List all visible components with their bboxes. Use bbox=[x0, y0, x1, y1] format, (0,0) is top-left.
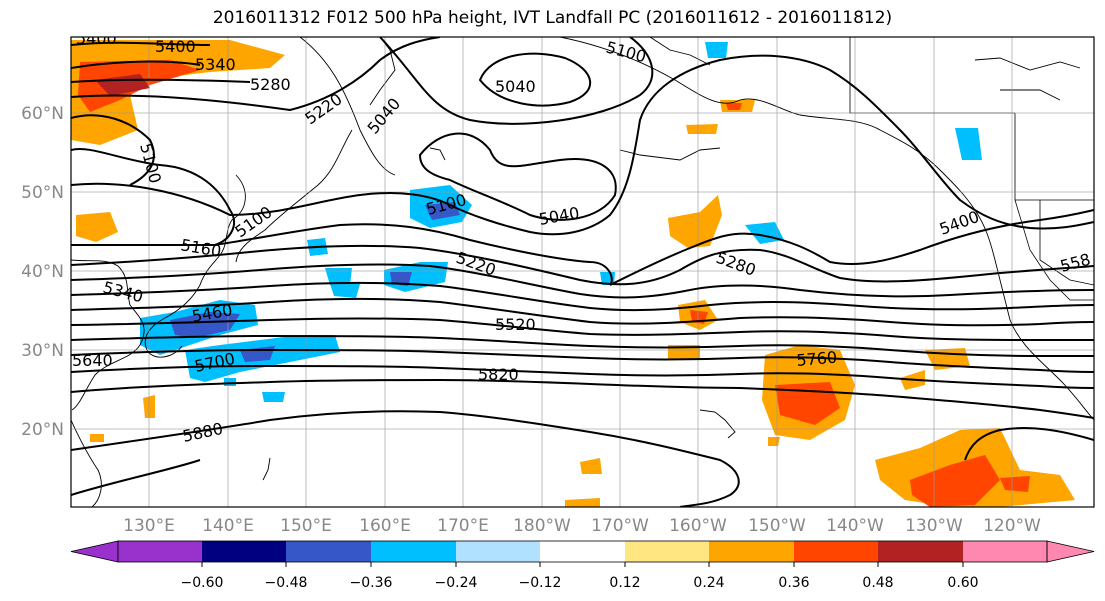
colorbar-segment bbox=[202, 541, 286, 562]
lon-label: 140°E bbox=[202, 516, 254, 536]
colorbar-tick-label: −0.24 bbox=[435, 575, 478, 591]
contour-label: 5760 bbox=[796, 348, 838, 370]
contour-label: 5640 bbox=[72, 351, 113, 370]
contour-label: 5040 bbox=[495, 77, 536, 96]
colorbar-border bbox=[117, 540, 1048, 563]
colorbar-tick-label: −0.60 bbox=[181, 575, 224, 591]
colorbar-segment bbox=[456, 541, 540, 562]
colorbar-segment bbox=[963, 541, 1047, 562]
lat-label: 20°N bbox=[21, 420, 64, 440]
colorbar-segment bbox=[709, 541, 794, 562]
lon-label: 150°W bbox=[748, 516, 806, 536]
longitude-labels: 130°E 140°E 150°E 160°E 170°E 180°W 170°… bbox=[123, 516, 1041, 536]
colorbar-segment bbox=[118, 541, 202, 562]
colorbar-segment bbox=[878, 541, 963, 562]
lon-label: 170°E bbox=[437, 516, 489, 536]
contour-label: 5520 bbox=[495, 315, 536, 334]
ivt-negative-anomalies bbox=[140, 42, 982, 402]
colorbar-tick-label: 0.60 bbox=[947, 575, 978, 591]
colorbar-tick-label: −0.36 bbox=[350, 575, 393, 591]
lon-label: 160°E bbox=[359, 516, 411, 536]
colorbar-tick-label: 0.36 bbox=[778, 575, 809, 591]
lat-label: 30°N bbox=[21, 341, 64, 361]
contour-label: 5820 bbox=[478, 365, 519, 384]
contour-label: 5400 bbox=[76, 29, 117, 48]
colorbar-tick-label: −0.12 bbox=[519, 575, 562, 591]
lon-label: 180°W bbox=[513, 516, 571, 536]
lat-label: 60°N bbox=[21, 104, 64, 124]
contour-label: 5280 bbox=[250, 75, 291, 94]
colorbar-segment bbox=[371, 541, 456, 562]
colorbar bbox=[70, 540, 1095, 567]
colorbar-extend-min bbox=[70, 540, 119, 563]
colorbar-tick-label: −0.48 bbox=[265, 575, 308, 591]
colorbar-tick-label: 0.12 bbox=[609, 575, 640, 591]
latitude-labels: 60°N 50°N 40°N 30°N 20°N bbox=[21, 104, 64, 440]
colorbar-extend-max bbox=[1046, 540, 1095, 563]
lon-label: 130°W bbox=[905, 516, 963, 536]
colorbar-segment bbox=[286, 541, 371, 562]
height-contours bbox=[71, 37, 1094, 507]
colorbar-tick-label: 0.48 bbox=[862, 575, 893, 591]
lon-label: 130°E bbox=[123, 516, 175, 536]
lon-label: 120°W bbox=[983, 516, 1041, 536]
lon-label: 150°E bbox=[280, 516, 332, 536]
map-title: 2016011312 F012 500 hPa height, IVT Land… bbox=[212, 8, 893, 28]
lon-label: 140°W bbox=[826, 516, 884, 536]
contour-label: 5400 bbox=[155, 37, 196, 56]
colorbar-segment bbox=[625, 541, 709, 562]
contour-label: 5340 bbox=[195, 55, 236, 74]
lon-label: 170°W bbox=[591, 516, 649, 536]
lon-label: 160°W bbox=[669, 516, 727, 536]
colorbar-segment bbox=[794, 541, 878, 562]
colorbar-tick-labels: −0.60 −0.48 −0.36 −0.24 −0.12 0.12 0.24 … bbox=[181, 575, 979, 591]
ivt-positive-anomalies bbox=[71, 40, 1075, 507]
lat-label: 40°N bbox=[21, 262, 64, 282]
lat-label: 50°N bbox=[21, 183, 64, 203]
colorbar-segment bbox=[540, 541, 625, 562]
colorbar-tick-label: 0.24 bbox=[693, 575, 724, 591]
map-border bbox=[70, 36, 1095, 508]
